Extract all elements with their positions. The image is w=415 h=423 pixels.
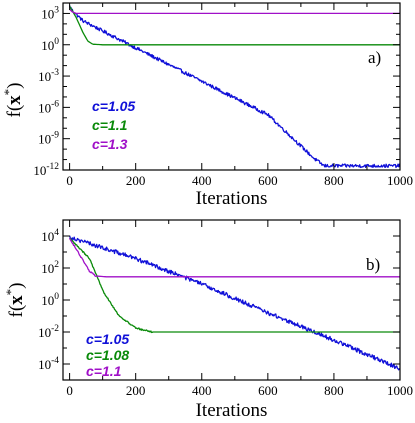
y-axis-label-var: x <box>6 295 27 305</box>
panel-tag: a) <box>368 48 381 67</box>
y-axis-label-f: f( <box>4 105 25 118</box>
y-tick-label: 10-2 <box>38 324 59 340</box>
x-tick-label: 0 <box>66 383 73 398</box>
legend-entry: c=1.08 <box>86 347 129 363</box>
y-tick-exponent: -9 <box>51 131 59 141</box>
y-tick-exponent: -2 <box>51 324 59 334</box>
series-line-c-1-1 <box>69 5 400 46</box>
x-axis-label: Iterations <box>196 400 268 421</box>
panel-a: 0 200 400 600 800 100010-1210-910-610-3100103… <box>1 2 413 209</box>
x-tick-label: 800 <box>324 173 344 188</box>
series-line-c-1-05 <box>68 235 400 371</box>
series-line-c-1-1 <box>69 237 400 278</box>
y-tick-base: 10 <box>38 100 51 115</box>
y-axis-label-var: x <box>4 95 25 105</box>
y-tick-exponent: 3 <box>54 5 59 15</box>
legend-entry: c=1.1 <box>92 117 128 133</box>
y-tick-label: 104 <box>41 228 59 244</box>
y-tick-base: 10 <box>33 163 46 178</box>
y-tick-label: 10-12 <box>33 162 59 178</box>
legend-entry: c=1.3 <box>92 136 128 152</box>
x-tick-label: 1000 <box>387 173 413 188</box>
legend-entry: c=1.1 <box>86 363 122 379</box>
legend-entry: c=1.05 <box>86 331 129 347</box>
y-tick-label: 102 <box>41 260 59 276</box>
y-axis-label-close: ) <box>6 283 27 289</box>
y-tick-label: 10-9 <box>38 131 59 147</box>
x-tick-label: 0 <box>66 173 73 188</box>
y-tick-label: 10-6 <box>38 99 59 115</box>
y-tick-exponent: 0 <box>54 37 59 47</box>
y-tick-exponent: 2 <box>54 260 59 270</box>
y-tick-exponent: 4 <box>54 228 59 238</box>
y-tick-label: 100 <box>41 292 59 308</box>
y-tick-base: 10 <box>41 293 54 308</box>
series-line-c-1-05 <box>68 5 400 169</box>
y-tick-label: 100 <box>41 37 59 53</box>
y-axis-label: f(x*) <box>3 283 27 318</box>
y-tick-label: 103 <box>41 5 59 21</box>
y-axis-label: f(x*) <box>1 83 25 118</box>
y-tick-base: 10 <box>38 132 51 147</box>
x-tick-label: 1000 <box>387 383 413 398</box>
x-tick-label: 600 <box>258 383 278 398</box>
x-tick-label: 200 <box>126 173 146 188</box>
y-axis-label-sup: * <box>1 89 16 96</box>
y-tick-exponent: -3 <box>51 68 59 78</box>
y-tick-exponent: 0 <box>54 292 59 302</box>
y-tick-base: 10 <box>38 357 51 372</box>
x-tick-label: 400 <box>192 173 212 188</box>
y-tick-base: 10 <box>41 229 54 244</box>
plot-area <box>68 5 400 169</box>
plot-area <box>68 235 400 371</box>
legend-entry: c=1.05 <box>92 98 135 114</box>
y-tick-exponent: -4 <box>51 356 59 366</box>
x-tick-label: 600 <box>258 173 278 188</box>
y-tick-label: 10-3 <box>38 68 59 84</box>
y-axis-label-sup: * <box>3 289 18 296</box>
series-line-c-1-08 <box>69 237 400 334</box>
y-tick-base: 10 <box>38 325 51 340</box>
panel-b: 0 200 400 600 800 100010-410-2100102104Iterat… <box>3 219 413 421</box>
x-tick-label: 800 <box>324 383 344 398</box>
y-tick-base: 10 <box>41 6 54 21</box>
y-tick-base: 10 <box>38 69 51 84</box>
x-tick-label: 200 <box>126 383 146 398</box>
y-tick-label: 10-4 <box>38 356 59 372</box>
panel-tag: b) <box>366 255 380 274</box>
series-line-c-1-3 <box>69 8 400 15</box>
y-tick-exponent: -6 <box>51 99 59 109</box>
y-tick-base: 10 <box>41 261 54 276</box>
y-tick-base: 10 <box>41 38 54 53</box>
x-tick-label: 400 <box>192 383 212 398</box>
y-tick-exponent: -12 <box>46 162 59 172</box>
y-axis-label-f: f( <box>6 305 27 318</box>
x-axis-label: Iterations <box>196 188 268 209</box>
y-axis-label-close: ) <box>4 83 25 89</box>
